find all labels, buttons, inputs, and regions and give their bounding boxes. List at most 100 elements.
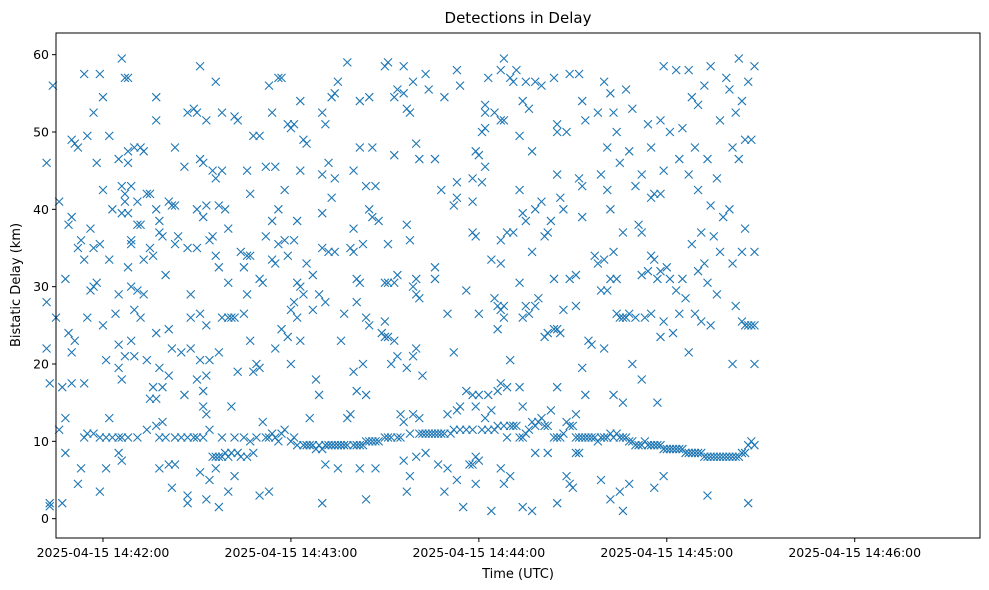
data-point bbox=[114, 340, 124, 350]
data-point bbox=[389, 336, 399, 346]
data-point bbox=[421, 448, 430, 458]
data-point bbox=[126, 336, 136, 346]
data-point bbox=[129, 143, 139, 152]
data-point bbox=[273, 204, 283, 214]
data-point bbox=[524, 104, 534, 114]
data-point bbox=[242, 452, 252, 462]
data-point bbox=[618, 398, 628, 408]
data-point bbox=[408, 77, 418, 87]
data-point bbox=[358, 359, 368, 369]
data-point bbox=[552, 170, 562, 179]
data-point bbox=[161, 270, 171, 280]
data-point bbox=[42, 158, 51, 168]
data-point bbox=[151, 116, 161, 125]
data-point bbox=[593, 259, 603, 268]
data-point bbox=[712, 452, 722, 462]
data-point bbox=[101, 433, 111, 442]
data-point bbox=[499, 116, 509, 125]
data-point bbox=[305, 440, 315, 450]
data-point bbox=[292, 313, 302, 322]
data-point bbox=[42, 297, 51, 307]
data-point bbox=[480, 413, 490, 423]
data-point bbox=[684, 65, 694, 75]
data-point bbox=[349, 367, 358, 377]
data-point bbox=[461, 425, 471, 435]
data-point bbox=[220, 204, 230, 214]
data-point bbox=[543, 421, 553, 431]
data-point bbox=[151, 204, 161, 214]
data-point bbox=[180, 390, 189, 400]
data-point bbox=[129, 351, 139, 361]
data-point bbox=[690, 448, 700, 458]
data-point bbox=[483, 425, 493, 435]
data-point bbox=[352, 440, 362, 450]
data-point bbox=[192, 433, 202, 442]
data-point bbox=[499, 54, 509, 63]
data-point bbox=[217, 108, 227, 118]
data-point bbox=[499, 479, 509, 489]
data-point bbox=[577, 433, 587, 442]
data-point bbox=[634, 220, 643, 230]
data-point bbox=[474, 309, 484, 319]
data-point bbox=[364, 204, 374, 214]
data-point bbox=[57, 498, 67, 508]
data-point bbox=[76, 235, 86, 245]
data-point bbox=[126, 181, 136, 191]
data-point bbox=[371, 181, 380, 191]
data-point bbox=[721, 73, 731, 83]
data-points bbox=[42, 54, 759, 516]
data-point bbox=[330, 174, 340, 183]
data-point bbox=[750, 440, 759, 450]
data-point bbox=[117, 456, 127, 466]
data-point bbox=[699, 259, 709, 268]
data-point bbox=[217, 313, 227, 322]
data-point bbox=[82, 429, 92, 438]
data-point bbox=[696, 228, 706, 237]
data-point bbox=[114, 290, 124, 299]
data-point bbox=[154, 433, 164, 442]
data-point bbox=[530, 204, 540, 214]
data-point bbox=[330, 440, 340, 450]
data-point bbox=[120, 197, 130, 206]
data-point bbox=[537, 81, 546, 90]
data-point bbox=[515, 278, 524, 288]
data-point bbox=[107, 204, 117, 214]
data-point bbox=[61, 274, 70, 284]
data-point bbox=[117, 433, 127, 442]
data-point bbox=[129, 305, 139, 315]
data-point bbox=[483, 390, 493, 400]
data-point bbox=[750, 320, 759, 330]
data-point bbox=[302, 440, 311, 450]
data-point bbox=[587, 340, 596, 350]
data-point bbox=[308, 270, 318, 280]
data-point bbox=[690, 309, 700, 319]
y-tick-label: 40 bbox=[33, 202, 49, 217]
data-point bbox=[427, 429, 437, 438]
data-point bbox=[101, 355, 111, 365]
data-point bbox=[515, 185, 524, 195]
data-point bbox=[167, 201, 177, 210]
data-point bbox=[443, 309, 452, 319]
data-point bbox=[180, 162, 189, 172]
data-point bbox=[737, 96, 747, 106]
data-point bbox=[154, 363, 164, 373]
data-point bbox=[170, 433, 180, 442]
data-point bbox=[389, 150, 399, 160]
data-point bbox=[512, 65, 521, 75]
data-point bbox=[728, 143, 737, 152]
data-point bbox=[574, 174, 584, 183]
data-point bbox=[555, 193, 565, 203]
data-point bbox=[201, 371, 211, 380]
data-point bbox=[659, 61, 669, 71]
data-point bbox=[580, 390, 590, 400]
data-point bbox=[361, 181, 371, 191]
data-point bbox=[574, 433, 584, 442]
data-point bbox=[596, 433, 606, 442]
data-point bbox=[577, 181, 587, 191]
data-point bbox=[602, 286, 612, 295]
data-point bbox=[699, 452, 709, 462]
data-point bbox=[471, 232, 481, 241]
data-point bbox=[609, 247, 618, 257]
data-point bbox=[659, 166, 669, 176]
data-point bbox=[158, 232, 167, 241]
